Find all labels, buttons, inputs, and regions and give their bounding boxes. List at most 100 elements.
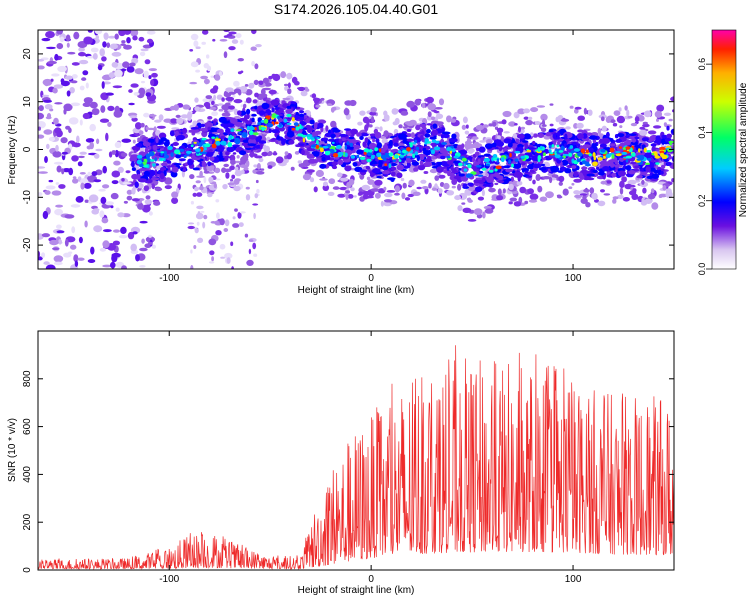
spectrogram-cell bbox=[255, 44, 262, 48]
spectrogram-cell bbox=[189, 81, 198, 85]
spectrogram-cell bbox=[82, 70, 89, 76]
spectrogram-cell bbox=[614, 163, 620, 168]
spectrogram-cell bbox=[209, 250, 215, 256]
spectrogram-cell bbox=[133, 92, 140, 96]
spectrogram-cell bbox=[100, 196, 107, 204]
spectrogram-cell bbox=[309, 127, 314, 131]
spectrogram-cell bbox=[52, 151, 62, 158]
spectrogram-cell bbox=[234, 166, 239, 171]
spectrogram-cell bbox=[254, 105, 258, 110]
spectrogram-cell bbox=[398, 124, 403, 129]
spectrogram-cell bbox=[422, 147, 427, 152]
spectrogram-cell bbox=[213, 94, 217, 101]
spectrogram-cell bbox=[127, 231, 135, 240]
spectrogram-cell bbox=[319, 147, 324, 153]
spectrogram-cell bbox=[321, 156, 326, 162]
spectrogram-cell bbox=[230, 178, 234, 182]
spectrogram-cell bbox=[653, 125, 662, 129]
spectrogram-cell bbox=[169, 130, 175, 137]
spectrogram-cell bbox=[200, 210, 205, 213]
spectrogram-cell bbox=[38, 256, 43, 261]
spectrogram-cell bbox=[67, 51, 76, 55]
spectrogram-cell bbox=[120, 43, 126, 46]
spectrogram-cell bbox=[404, 121, 410, 125]
spectrogram-cell bbox=[503, 131, 510, 134]
spectrogram-cell bbox=[617, 133, 625, 138]
spectrogram-cell bbox=[666, 161, 672, 166]
spectrogram-cell bbox=[502, 110, 512, 118]
spectrogram-cell bbox=[248, 134, 257, 140]
spectrogram-cell bbox=[543, 152, 546, 156]
spectrogram-cell bbox=[324, 150, 331, 154]
spectrogram-cell bbox=[313, 151, 320, 157]
spectrogram-cell bbox=[291, 127, 296, 131]
spectrogram-cell bbox=[194, 106, 201, 112]
spectrogram-cell bbox=[42, 94, 50, 98]
spectrogram-cell bbox=[368, 124, 373, 128]
spectrogram-cell bbox=[153, 200, 161, 206]
spectrogram-cell bbox=[556, 136, 560, 140]
spectrogram-cell bbox=[551, 144, 555, 148]
spectrogram-cell bbox=[53, 261, 63, 266]
spectrogram-cell bbox=[461, 157, 467, 162]
spectrogram-cell bbox=[138, 168, 147, 172]
spectrogram-cell bbox=[618, 107, 622, 112]
spectrogram-cell bbox=[248, 248, 252, 255]
spectrogram-cell bbox=[356, 149, 364, 155]
spectrogram-cell bbox=[346, 146, 354, 150]
spectrogram-cell bbox=[396, 172, 403, 179]
spectrogram-cell bbox=[496, 127, 504, 133]
spectrogram-cell bbox=[43, 129, 53, 135]
snr-x-tick-label: 100 bbox=[565, 574, 582, 585]
spectrogram-cell bbox=[642, 123, 650, 128]
spectrogram-cell bbox=[261, 151, 268, 157]
spectrogram-cell bbox=[462, 183, 468, 188]
spectrogram-cell bbox=[586, 161, 590, 167]
spectrogram-cell bbox=[42, 78, 53, 86]
spectrogram-cell bbox=[581, 160, 587, 165]
spectrogram-cell bbox=[376, 175, 382, 179]
spectrogram-cell bbox=[105, 92, 114, 96]
spectrogram-cell bbox=[387, 177, 396, 181]
spectrogram-cell bbox=[617, 194, 624, 199]
spectrogram-cell bbox=[130, 243, 137, 252]
spectrogram-cell bbox=[203, 214, 208, 220]
spectrogram-cell bbox=[298, 113, 305, 118]
spectrogram-cell bbox=[191, 149, 197, 153]
spectrogram-cell bbox=[224, 102, 231, 107]
spectrogram-cell bbox=[138, 36, 145, 42]
spectrogram-cell bbox=[152, 163, 156, 167]
spectrogram-cell bbox=[227, 137, 232, 141]
spectrogram-cell bbox=[494, 168, 498, 172]
spectrogram-x-tick-label: -100 bbox=[159, 273, 179, 284]
spectrogram-cell bbox=[625, 158, 629, 163]
spectrogram-cell bbox=[514, 123, 518, 126]
spectrogram-cell bbox=[621, 176, 627, 183]
spectrogram-cell bbox=[245, 186, 250, 190]
spectrogram-cell bbox=[624, 105, 628, 111]
spectrogram-cell bbox=[131, 173, 139, 180]
spectrogram-cell bbox=[394, 185, 400, 193]
spectrogram-cell bbox=[87, 171, 91, 177]
spectrogram-cell bbox=[374, 131, 382, 139]
spectrogram-cell bbox=[85, 82, 89, 89]
spectrogram-cell bbox=[45, 264, 56, 269]
spectrogram-cell bbox=[407, 193, 414, 198]
spectrogram-cell bbox=[406, 129, 412, 132]
spectrogram-cell bbox=[629, 161, 637, 165]
spectrogram-cell bbox=[416, 186, 423, 190]
spectrogram-cell bbox=[193, 245, 197, 249]
spectrogram-cell bbox=[194, 97, 199, 103]
spectrogram-cell bbox=[496, 195, 504, 201]
spectrogram-cell bbox=[619, 125, 623, 129]
spectrogram-cell bbox=[172, 142, 180, 146]
spectrogram-cell bbox=[558, 150, 564, 153]
spectrogram-cell bbox=[221, 112, 231, 117]
spectrogram-cell bbox=[45, 185, 56, 190]
spectrogram-cell bbox=[111, 51, 122, 57]
spectrogram-cell bbox=[337, 172, 343, 178]
spectrogram-cell bbox=[107, 105, 115, 112]
spectrogram-cell bbox=[101, 56, 107, 62]
spectrogram-cell bbox=[366, 151, 373, 156]
spectrogram-cell bbox=[248, 239, 254, 242]
